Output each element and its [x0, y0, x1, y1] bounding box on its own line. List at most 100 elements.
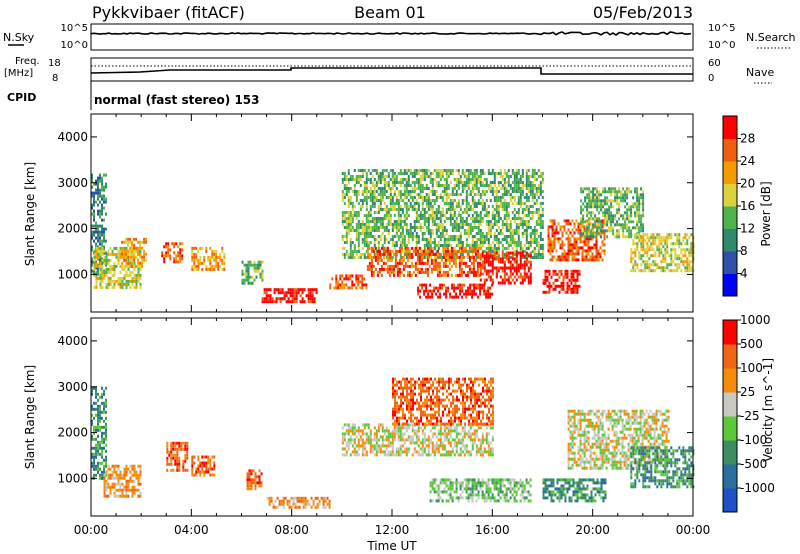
- echo-cell: [517, 241, 520, 244]
- echo-cell: [555, 258, 558, 262]
- echo-cell: [666, 242, 669, 246]
- echo-cell: [91, 464, 93, 468]
- echo-cell: [628, 226, 631, 230]
- echo-cell: [184, 447, 187, 451]
- echo-cell: [243, 263, 246, 267]
- echo-cell: [589, 222, 592, 226]
- echo-cell: [382, 246, 385, 250]
- echo-cell: [477, 190, 480, 193]
- echo-cell: [586, 202, 589, 206]
- echo-cell: [280, 499, 283, 503]
- echo-cell: [501, 266, 504, 270]
- echo-cell: [531, 232, 534, 235]
- echo-cell: [113, 285, 116, 289]
- echo-cell: [258, 478, 261, 482]
- echo-cell: [355, 175, 358, 178]
- echo-cell: [533, 226, 536, 229]
- echo-cell: [628, 190, 631, 194]
- echo-cell: [572, 287, 575, 291]
- echo-cell: [343, 202, 346, 205]
- echo-cell: [463, 184, 466, 187]
- echo-cell: [385, 184, 388, 187]
- echo-cell: [399, 172, 402, 175]
- echo-cell: [418, 261, 421, 265]
- echo-cell: [586, 232, 589, 236]
- echo-cell: [616, 202, 619, 206]
- echo-cell: [423, 244, 426, 247]
- echo-cell: [93, 258, 96, 262]
- echo-cell: [581, 246, 584, 250]
- echo-cell: [501, 281, 504, 285]
- echo-cell: [465, 199, 468, 202]
- echo-cell: [567, 255, 570, 259]
- echo-cell: [465, 196, 468, 199]
- echo-cell: [135, 285, 138, 289]
- echo-cell: [93, 239, 95, 243]
- echo-cell: [461, 187, 464, 190]
- echo-cell: [418, 252, 421, 256]
- echo-cell: [471, 244, 474, 247]
- echo-cell: [636, 266, 639, 270]
- echo-cell: [105, 482, 108, 486]
- echo-cell: [385, 175, 388, 178]
- echo-cell: [475, 286, 478, 290]
- echo-cell: [541, 208, 544, 211]
- echo-cell: [357, 214, 360, 217]
- echo-cell: [180, 447, 183, 451]
- echo-cell: [598, 202, 601, 206]
- echo-cell: [195, 467, 198, 471]
- echo-cell: [474, 273, 477, 277]
- echo-cell: [469, 205, 472, 208]
- echo-cell: [546, 269, 549, 273]
- echo-cell: [258, 475, 261, 479]
- echo-cell: [473, 217, 476, 220]
- echo-cell: [250, 484, 253, 488]
- echo-cell: [511, 232, 514, 235]
- echo-cell: [393, 175, 396, 178]
- echo-cell: [409, 202, 412, 205]
- echo-cell: [634, 233, 637, 237]
- echo-cell: [449, 193, 452, 196]
- echo-cell: [255, 269, 258, 273]
- echo-cell: [373, 253, 376, 256]
- echo-cell: [347, 256, 350, 259]
- echo-cell: [487, 229, 490, 232]
- echo-cell: [632, 257, 635, 261]
- echo-cell: [295, 294, 298, 298]
- echo-cell: [97, 272, 99, 276]
- echo-cell: [686, 263, 689, 267]
- echo-cell: [527, 184, 530, 187]
- echo-cell: [557, 258, 560, 262]
- echo-cell: [499, 260, 502, 264]
- echo-cell: [580, 220, 583, 224]
- echo-cell: [125, 470, 128, 474]
- echo-cell: [628, 187, 631, 191]
- echo-cell: [525, 238, 528, 241]
- echo-cell: [357, 229, 360, 232]
- echo-cell: [376, 261, 379, 265]
- echo-cell: [99, 194, 101, 198]
- echo-cell: [103, 479, 106, 483]
- echo-cell: [177, 251, 180, 255]
- echo-cell: [594, 187, 597, 191]
- echo-cell: [664, 254, 667, 258]
- echo-cell: [182, 462, 185, 466]
- echo-cell: [127, 482, 130, 486]
- echo-cell: [447, 205, 450, 208]
- echo-cell: [476, 255, 479, 259]
- echo-cell: [289, 294, 292, 298]
- echo-cell: [465, 205, 468, 208]
- echo-cell: [103, 491, 106, 495]
- echo-cell: [586, 205, 589, 209]
- echo-cell: [589, 237, 592, 241]
- colorbar-tick-label: 4: [740, 267, 748, 281]
- echo-cell: [113, 270, 116, 274]
- echo-cell: [341, 453, 344, 457]
- echo-cell: [426, 270, 429, 274]
- echo-cell: [507, 251, 510, 255]
- echo-cell: [479, 220, 482, 223]
- echo-cell: [117, 276, 120, 280]
- echo-cell: [595, 237, 598, 241]
- echo-cell: [91, 176, 93, 180]
- echo-cell: [373, 190, 376, 193]
